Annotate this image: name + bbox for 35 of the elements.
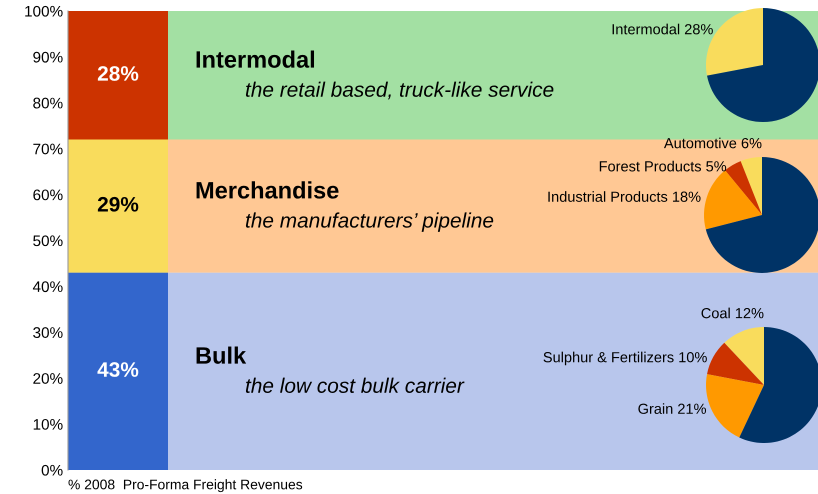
slice-label: Sulphur & Fertilizers 10% [544,352,707,366]
y-tick-label: 80% [33,98,63,108]
slice-label: Intermodal 28% [612,24,713,34]
y-tick-label: 100% [25,6,63,17]
y-tick-label: 40% [32,281,63,292]
data-label: 43% [97,362,138,377]
y-tick-label: 10% [34,418,63,430]
text: % 2008 Pro-Forma Freight Revenues [68,479,302,492]
text: the low cost bulk carrier [246,378,465,393]
y-tick-label: 0% [42,464,63,476]
slice-label: Industrial Products 18% [548,191,701,202]
y-tick-label: 30% [33,327,63,338]
slice-label: Coal 12% [702,308,764,318]
bar [68,140,168,273]
y-tick-label: 70% [33,144,63,154]
pie-slice [704,170,762,230]
y-tick-label: 50% [33,235,63,246]
text: the manufacturers’ pipeline [246,212,494,232]
bar [68,272,168,470]
data-label: 29% [98,196,138,212]
series-label: Bulk [196,346,246,364]
text: the retail based, truck-like service [246,82,554,100]
y-tick-label: 20% [33,373,63,384]
y-tick-label: 60% [33,189,63,200]
pie-slice [740,157,762,215]
data-label: 28% [98,66,138,81]
y-tick-label: 90% [33,52,63,63]
series-label: Merchandise [196,181,339,199]
bar [68,11,168,140]
slice-label: Automotive 6% [664,138,762,148]
pie-slice [706,157,818,273]
pie-slice [725,161,762,215]
slice-label: Grain 21% [638,403,706,414]
series-label: Intermodal [196,50,314,68]
slice-label: Forest Products 5% [600,160,726,172]
